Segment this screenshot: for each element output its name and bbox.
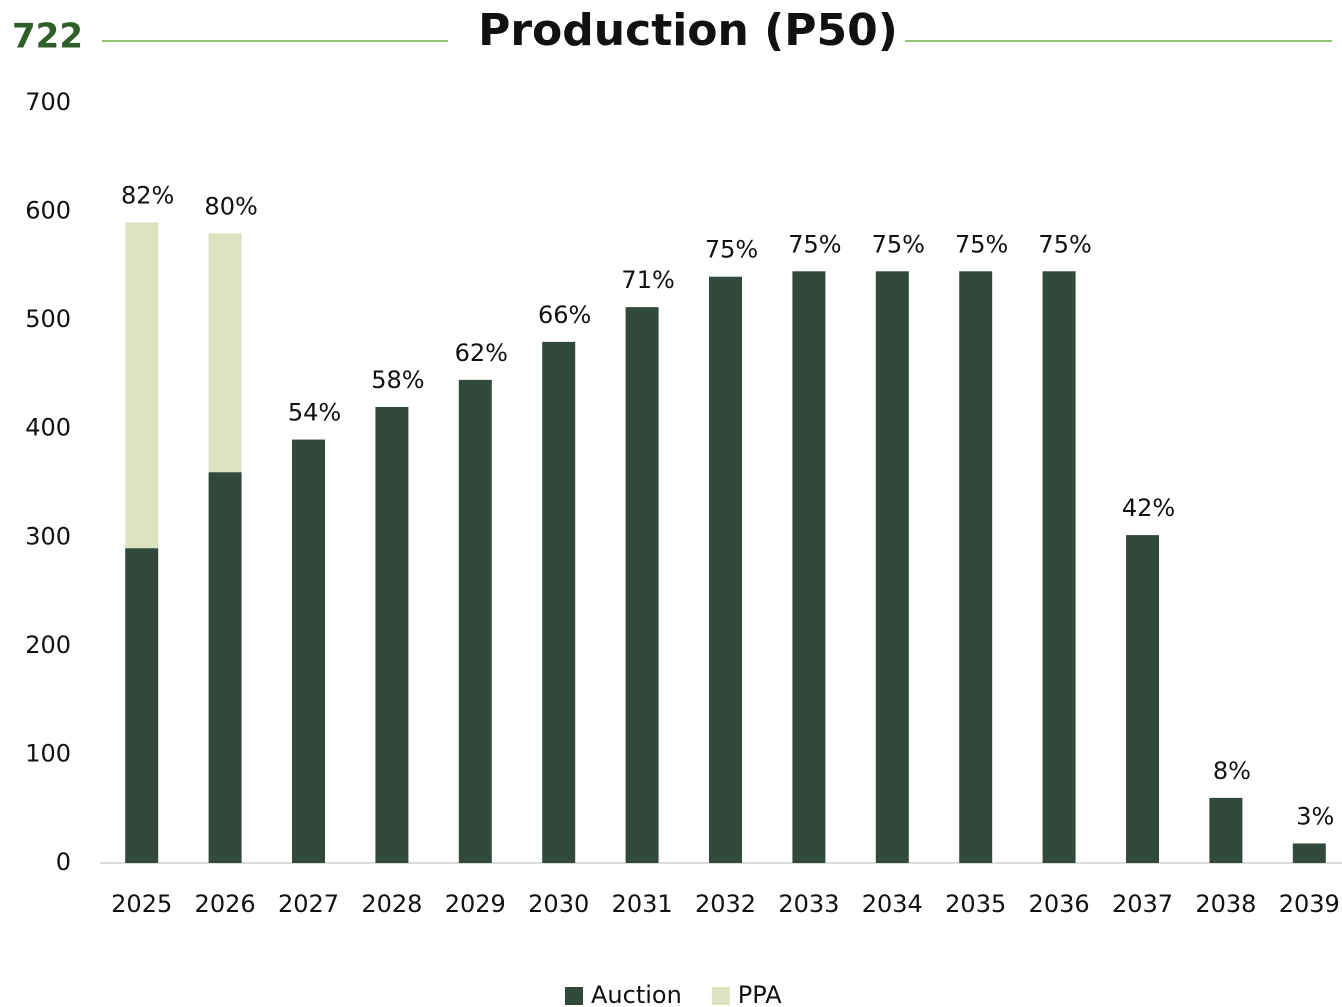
bar-label: 75%: [705, 236, 758, 264]
x-tick-label: 2025: [111, 890, 172, 918]
bar-segment: [125, 222, 159, 549]
bar-segment: [208, 472, 242, 863]
x-tick-label: 2028: [361, 890, 422, 918]
x-tick-label: 2034: [862, 890, 923, 918]
bar-segment: [1209, 797, 1243, 863]
y-tick-label: 700: [25, 88, 71, 116]
bar-segment: [1126, 535, 1159, 863]
y-tick-label: 400: [25, 414, 71, 442]
y-tick-label: 200: [25, 631, 71, 659]
y-tick-label: 100: [25, 739, 71, 767]
x-tick-label: 2031: [612, 890, 673, 918]
bar-segment: [875, 271, 909, 863]
x-tick-label: 2038: [1195, 890, 1256, 918]
bar-label: 66%: [538, 301, 591, 329]
y-tick-label: 500: [25, 305, 71, 333]
bar-segment: [458, 379, 492, 863]
bar-segment: [959, 271, 993, 863]
y-tick-label: 0: [56, 848, 71, 876]
x-tick-label: 2026: [195, 890, 256, 918]
bar-label: 8%: [1213, 757, 1251, 785]
legend-swatch: [711, 987, 730, 1005]
legend-label: Auction: [591, 981, 682, 1007]
bar-label: 58%: [371, 366, 424, 394]
bar-label: 75%: [788, 230, 841, 258]
bar-segment: [375, 407, 409, 863]
x-tick-label: 2030: [528, 890, 589, 918]
bar-segment: [1042, 271, 1076, 863]
bar-segment: [709, 276, 742, 863]
bar-label: 75%: [955, 230, 1008, 258]
chart-title: Production (P50): [478, 5, 898, 56]
bar-segment: [792, 271, 826, 863]
x-tick-label: 2035: [945, 890, 1006, 918]
legend-label: PPA: [738, 981, 782, 1007]
bar-segment: [208, 233, 242, 473]
x-tick-label: 2037: [1112, 890, 1173, 918]
y-tick-label: 300: [25, 522, 71, 550]
bar-label: 75%: [872, 230, 925, 258]
bar-label: 75%: [1038, 230, 1091, 258]
bar-segment: [292, 439, 325, 863]
kpi-annotation: 722: [12, 17, 83, 57]
x-tick-label: 2036: [1029, 890, 1090, 918]
x-tick-label: 2032: [695, 890, 756, 918]
legend-swatch: [565, 987, 583, 1005]
x-tick-label: 2029: [445, 890, 506, 918]
bar-label: 62%: [455, 339, 508, 367]
bar-segment: [1292, 843, 1326, 863]
bar-label: 80%: [204, 192, 257, 220]
bar-segment: [625, 307, 659, 864]
bar-segment: [542, 341, 576, 863]
bar-label: 82%: [121, 181, 174, 209]
bar-label: 71%: [621, 266, 674, 294]
x-tick-label: 2027: [278, 890, 339, 918]
x-tick-label: 2039: [1279, 890, 1340, 918]
y-tick-label: 600: [25, 197, 71, 225]
x-tick-label: 2033: [778, 890, 839, 918]
bar-segment: [125, 548, 159, 863]
bar-label: 3%: [1296, 802, 1334, 830]
bar-label: 42%: [1122, 494, 1175, 522]
bar-label: 54%: [288, 399, 341, 427]
